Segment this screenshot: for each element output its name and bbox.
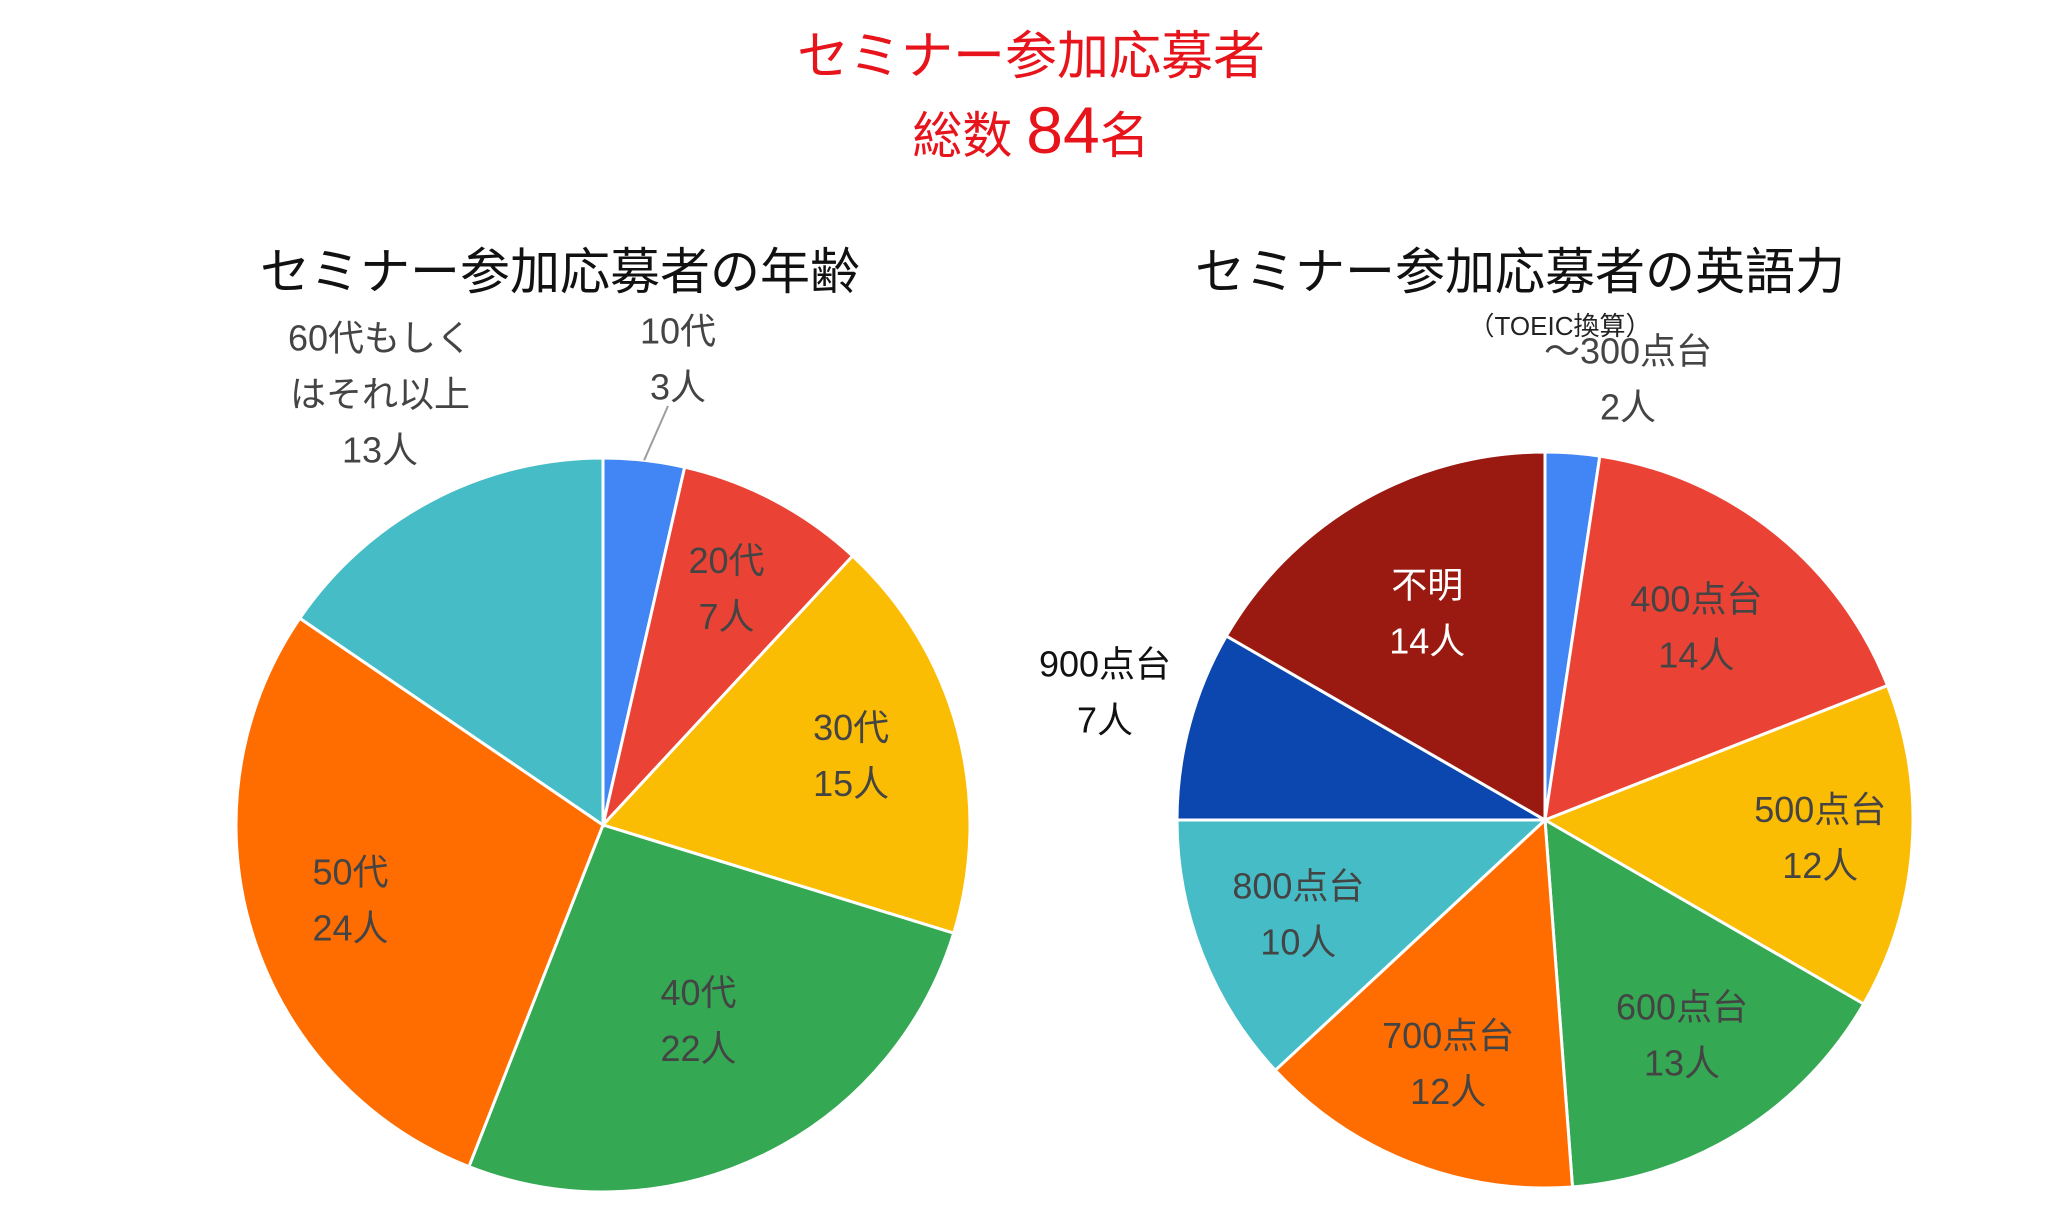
slice-category-label: ～300点台 [1544,331,1712,372]
age-pie-slice [234,616,605,1169]
slice-value-label: 15人 [813,763,889,804]
headline-title: セミナー参加応募者 [796,28,1265,86]
slice-category-label: 60代もしく [288,318,472,359]
slice-category-label: 700点台 [1382,1015,1514,1056]
total-value: 84 [1026,93,1100,167]
english-pie-slice [1543,817,1866,1189]
slice-value-label: 22人 [661,1028,737,1069]
slice-category-label: 500点台 [1754,789,1886,830]
slice-value-label: 3人 [650,367,706,408]
slice-category-label: 10代 [640,311,716,352]
slice-category-label: はそれ以上 [290,374,470,415]
english-chart-subtitle: （TOEIC換算） [1468,311,1652,341]
slice-category-label: 不明 [1391,565,1463,606]
slice-value-label: 24人 [312,907,388,948]
english-pie-slice [1273,816,1575,1190]
english-pie-slice [1543,454,1890,823]
slice-category-label: 50代 [312,851,388,892]
slice-category-label: 800点台 [1232,865,1364,906]
age-chart-title: セミナー参加応募者の年齢 [260,244,860,300]
slice-category-label: 30代 [813,707,889,748]
english-pie-chart: ～300点台 2人 400点台 14人 500点台 12人 600点台 13人 700点台 12人… [1039,331,1915,1190]
slice-value-label: 14人 [1658,635,1734,676]
total-suffix: 名 [1099,108,1150,164]
slice-value-label: 14人 [1389,621,1465,662]
age-pie-slice [297,456,605,828]
age-pie-slice [600,465,855,831]
english-chart-title: セミナー参加応募者の英語力 [1195,244,1845,300]
slice-value-label: 12人 [1410,1071,1486,1112]
english-pie-slice [1224,450,1547,823]
slice-category-label: 900点台 [1039,644,1171,685]
slice-value-label: 10人 [1260,921,1336,962]
slice-value-label: 13人 [1644,1043,1720,1084]
slice-category-label: 40代 [661,972,737,1013]
slice-value-label: 7人 [698,596,754,637]
slice-category-label: 400点台 [1630,579,1762,620]
slice-value-label: 7人 [1077,700,1133,741]
leader-line [643,405,669,461]
slice-value-label: 2人 [1600,387,1656,428]
slice-value-label: 13人 [342,430,418,471]
total-prefix: 総数 [912,108,1013,164]
english-pie-slice [1541,683,1915,1007]
slice-category-label: 600点台 [1616,987,1748,1028]
slice-value-label: 12人 [1782,845,1858,886]
english-pie-slice [1175,633,1551,822]
age-pie-slice [600,553,972,936]
headline-total: 総数 84名 [0,92,2062,168]
english-pie-slice [1175,818,1549,1073]
slice-category-label: 20代 [688,540,764,581]
age-pie-slice [466,823,956,1194]
